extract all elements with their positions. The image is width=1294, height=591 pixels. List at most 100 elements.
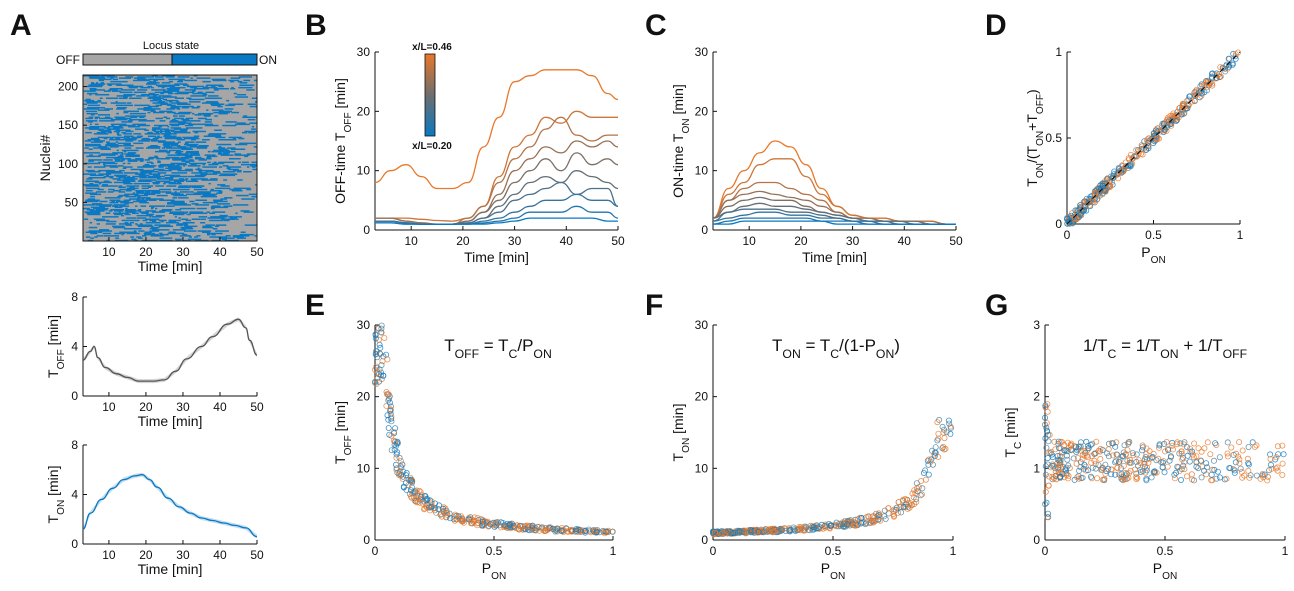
- x-tick-label: 20: [139, 400, 153, 414]
- raster-on-segment: [239, 233, 254, 236]
- scatter-point: [1076, 213, 1083, 220]
- raster-on-segment: [157, 160, 161, 162]
- raster-on-segment: [240, 210, 250, 212]
- scatter-point: [918, 491, 925, 498]
- y-tick-label: 30: [357, 45, 371, 59]
- y-tick-label: 1: [1055, 45, 1062, 59]
- scatter-point: [411, 495, 418, 502]
- raster-on-segment: [121, 219, 140, 222]
- scatter-point: [388, 447, 395, 454]
- raster-on-segment: [115, 159, 121, 161]
- raster-on-segment: [250, 165, 257, 167]
- y-tick-label: 0: [71, 389, 78, 403]
- scatter-point: [576, 528, 583, 535]
- equation-text: TOFF = TC/PON: [444, 336, 552, 361]
- raster-on-segment: [98, 154, 116, 156]
- scatter-point: [1088, 459, 1095, 466]
- y-tick-label: 3: [1033, 318, 1040, 332]
- scatter-point: [497, 519, 504, 526]
- y-tick-label: 100: [58, 157, 78, 171]
- raster-on-segment: [98, 79, 104, 82]
- raster-on-segment: [218, 191, 223, 193]
- raster-on-segment: [163, 135, 177, 137]
- raster-on-segment: [118, 177, 135, 179]
- raster-on-segment: [180, 191, 190, 193]
- raster-on-segment: [115, 141, 119, 143]
- raster-on-segment: [188, 185, 205, 187]
- scatter-point: [1211, 457, 1218, 464]
- raster-on-segment: [105, 171, 122, 173]
- raster-on-segment: [190, 191, 194, 193]
- raster-on-segment: [188, 175, 205, 178]
- scatter-point: [818, 521, 825, 528]
- scatter-point: [1224, 450, 1231, 457]
- raster-on-segment: [171, 102, 188, 104]
- scatter-point: [582, 527, 589, 534]
- raster-on-segment: [144, 231, 152, 233]
- raster-on-segment: [194, 114, 202, 116]
- raster-on-segment: [193, 75, 198, 77]
- raster-on-segment: [165, 147, 177, 149]
- raster-on-segment: [225, 121, 237, 123]
- raster-on-segment: [190, 153, 200, 155]
- raster-on-segment: [174, 191, 177, 193]
- scatter-point: [778, 526, 785, 533]
- scatter-point: [1129, 449, 1136, 456]
- raster-on-segment: [185, 219, 192, 222]
- scatter-point: [1191, 440, 1198, 447]
- scatter-point: [1183, 473, 1190, 480]
- raster-on-segment: [196, 123, 214, 126]
- scatter-point: [1201, 445, 1208, 452]
- raster-on-segment: [97, 99, 101, 102]
- scatter-point: [1139, 467, 1146, 474]
- raster-on-segment: [226, 166, 242, 168]
- raster-on-segment: [174, 117, 184, 120]
- scatter-point: [1204, 439, 1211, 446]
- raster-on-segment: [141, 198, 145, 200]
- raster-on-segment: [118, 194, 129, 197]
- scatter-point: [817, 525, 824, 532]
- raster-on-segment: [121, 131, 126, 134]
- x-tick-label: 0: [1064, 228, 1071, 242]
- scatter-point: [909, 490, 916, 497]
- raster-on-segment: [109, 88, 123, 90]
- y-axis-label: ON-time TON [min]: [670, 84, 692, 198]
- raster-on-segment: [96, 191, 107, 193]
- y-tick-label: 0: [701, 223, 708, 237]
- scatter-point: [1077, 202, 1084, 209]
- scatter-point: [754, 529, 761, 536]
- raster-on-segment: [110, 118, 128, 121]
- scatter-point: [1104, 175, 1111, 182]
- y-tick-label: 0: [363, 223, 370, 237]
- scatter-point: [809, 523, 816, 530]
- raster-on-segment: [210, 206, 229, 209]
- raster-on-segment: [143, 193, 156, 196]
- raster-on-segment: [247, 103, 256, 105]
- raster-on-segment: [119, 205, 130, 207]
- scatter-point: [1177, 104, 1184, 111]
- scatter-point: [1131, 153, 1138, 160]
- scatter-point: [1089, 464, 1096, 471]
- x-tick-label: 50: [611, 234, 625, 248]
- raster-on-segment: [211, 207, 215, 210]
- x-tick-label: 1: [1282, 544, 1289, 558]
- raster-on-segment: [83, 152, 101, 154]
- raster-on-segment: [152, 229, 170, 231]
- raster-on-segment: [116, 179, 135, 181]
- raster-on-segment: [89, 193, 102, 196]
- raster-on-segment: [189, 212, 208, 214]
- raster-on-segment: [123, 166, 133, 168]
- x-tick-label: 20: [456, 234, 470, 248]
- scatter-point: [385, 416, 392, 423]
- raster-on-segment: [90, 195, 95, 198]
- scatter-point: [1251, 443, 1258, 450]
- scatter-point: [1225, 55, 1232, 62]
- raster-on-segment: [168, 231, 176, 233]
- scatter-point: [1064, 448, 1071, 455]
- scatter-point: [935, 430, 942, 437]
- raster-on-segment: [136, 95, 146, 97]
- raster-on-segment: [85, 190, 93, 192]
- raster-on-segment: [105, 145, 123, 147]
- panel-label-g: G: [985, 289, 1008, 322]
- scatter-point: [1224, 439, 1231, 446]
